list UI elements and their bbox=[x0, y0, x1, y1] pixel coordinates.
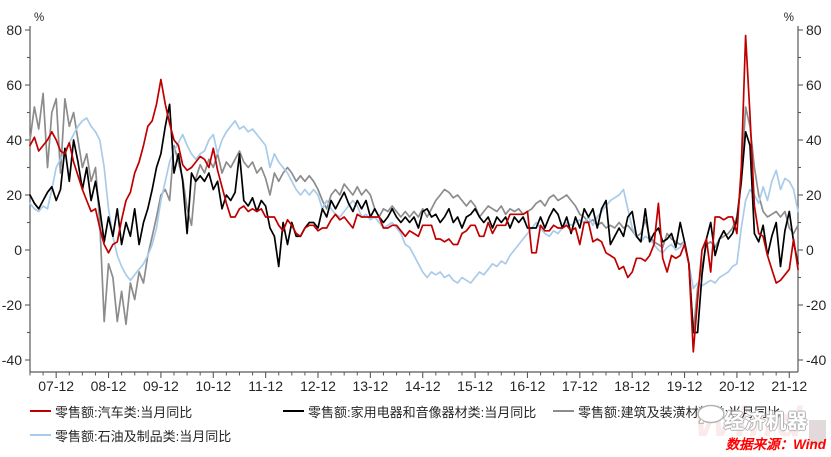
x-tick-label: 13-12 bbox=[352, 378, 388, 394]
y-tick-label-left: 0 bbox=[14, 242, 22, 258]
legend-label-auto: 零售额:汽车类:当月同比 bbox=[55, 404, 193, 420]
legend-label-building: 零售额:建筑及装潢材料类:当月同比 bbox=[578, 404, 781, 420]
x-tick-label: 21-12 bbox=[771, 378, 807, 394]
retail-sales-line-chart: -40 -40 -20 -20 0 0 20 20 40 40 60 60 80 80% % 07-12 08-… bbox=[2, 12, 827, 394]
legend-item-auto: 零售额:汽车类:当月同比 bbox=[30, 403, 193, 420]
x-tick-label: 18-12 bbox=[614, 378, 650, 394]
y-axis-unit-left: % bbox=[34, 12, 44, 24]
x-tick-label: 10-12 bbox=[195, 378, 231, 394]
legend-item-appliances: 零售额:家用电器和音像器材类:当月同比 bbox=[283, 403, 537, 420]
series-line-auto bbox=[29, 34, 799, 353]
y-tick-label-right: 20 bbox=[806, 187, 822, 203]
data-source-note: 数据来源：Wind bbox=[725, 437, 826, 452]
legend-item-building: 零售额:建筑及装潢材料类:当月同比 bbox=[553, 403, 781, 420]
y-tick-label-left: -20 bbox=[2, 297, 22, 313]
x-tick-label: 12-12 bbox=[300, 378, 336, 394]
y-tick-label-right: -40 bbox=[806, 352, 826, 368]
series-line-appliances bbox=[29, 103, 799, 334]
legend-swatch-petroleum bbox=[30, 433, 51, 437]
x-tick-label: 15-12 bbox=[457, 378, 493, 394]
speech-bubble-logo-icon bbox=[697, 404, 725, 425]
y-tick-label-left: -40 bbox=[2, 352, 22, 368]
watermark-block-icon bbox=[809, 420, 826, 445]
legend-label-petroleum: 零售额:石油及制品类:当月同比 bbox=[55, 428, 232, 444]
x-tick-label: 17-12 bbox=[562, 378, 598, 394]
series-line-building bbox=[29, 92, 799, 334]
y-tick-label-right: 80 bbox=[806, 22, 822, 38]
y-tick-label-left: 80 bbox=[6, 22, 22, 38]
legend-swatch-appliances bbox=[283, 409, 304, 413]
legend-swatch-building bbox=[553, 409, 574, 413]
x-tick-label: 08-12 bbox=[91, 378, 127, 394]
legend-swatch-auto bbox=[30, 409, 51, 413]
legend-label-appliances: 零售额:家用电器和音像器材类:当月同比 bbox=[308, 404, 537, 420]
x-tick-label: 09-12 bbox=[143, 378, 179, 394]
x-tick-label: 20-12 bbox=[719, 378, 755, 394]
y-tick-label-right: 0 bbox=[806, 242, 814, 258]
y-tick-label-left: 60 bbox=[6, 77, 22, 93]
series-line-petroleum bbox=[29, 117, 799, 290]
y-tick-label-left: 20 bbox=[6, 187, 22, 203]
y-tick-label-right: 60 bbox=[806, 77, 822, 93]
legend-item-petroleum: 零售额:石油及制品类:当月同比 bbox=[30, 427, 232, 444]
x-tick-label: 14-12 bbox=[405, 378, 441, 394]
y-tick-label-right: -20 bbox=[806, 297, 826, 313]
x-tick-label: 11-12 bbox=[248, 378, 283, 394]
x-tick-label: 16-12 bbox=[510, 378, 546, 394]
y-tick-label-left: 40 bbox=[6, 132, 22, 148]
y-axis-unit-right: % bbox=[784, 12, 794, 24]
y-tick-label-right: 40 bbox=[806, 132, 822, 148]
x-tick-label: 07-12 bbox=[38, 378, 74, 394]
x-tick-label: 19-12 bbox=[667, 378, 703, 394]
brand-watermark: 经济机器 bbox=[724, 411, 808, 433]
